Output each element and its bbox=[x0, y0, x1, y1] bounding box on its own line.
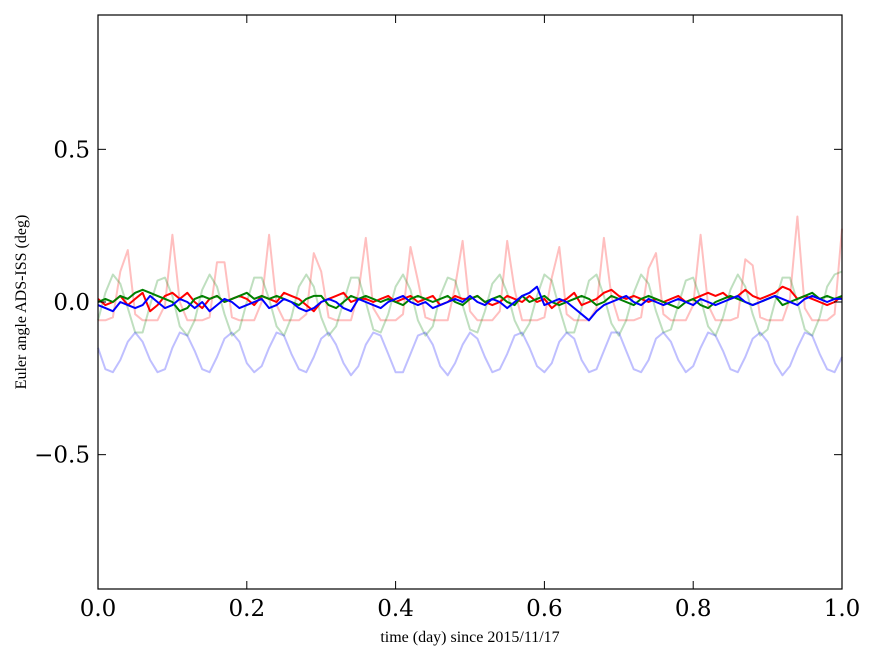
y-tick-label: 0.5 bbox=[53, 137, 90, 163]
series-line-0 bbox=[98, 215, 843, 322]
y-axis-label: Euler angle ADS-ISS (deg) bbox=[13, 215, 30, 390]
series-lines bbox=[97, 215, 843, 377]
x-axis-label: time (day) since 2015/11/17 bbox=[380, 629, 559, 646]
series-line-2 bbox=[97, 331, 843, 377]
x-tick-label: 0.4 bbox=[377, 596, 414, 622]
x-tick-label: 0.2 bbox=[229, 596, 266, 622]
series-line-1 bbox=[97, 270, 843, 337]
series-line-5 bbox=[97, 285, 842, 322]
y-tick-label: 0.0 bbox=[53, 290, 90, 316]
x-tick-label: 1.0 bbox=[824, 596, 861, 622]
x-tick-label: 0.6 bbox=[526, 596, 563, 622]
x-tick-label: 0.8 bbox=[675, 596, 712, 622]
x-tick-label: 0.0 bbox=[80, 596, 117, 622]
axis-ticks: 0.0 0.2 0.4 0.6 0.8 1.0 0.5 0.0 −0.5 bbox=[34, 15, 860, 622]
y-tick-label: −0.5 bbox=[34, 443, 90, 469]
